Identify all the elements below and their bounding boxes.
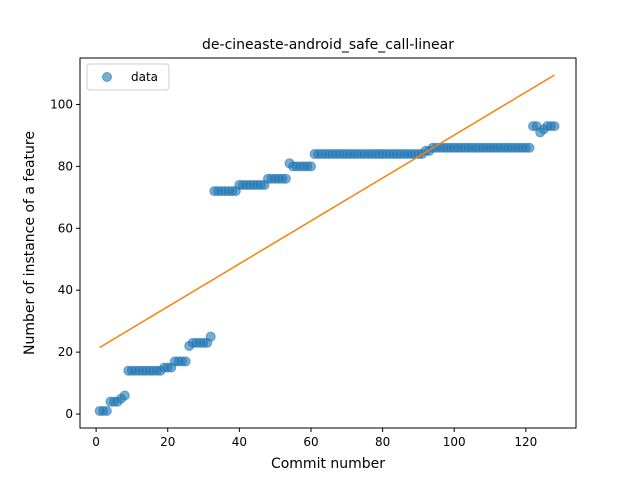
x-tick-label: 40 <box>232 435 247 449</box>
data-point <box>305 161 316 172</box>
y-tick-label: 40 <box>58 283 73 297</box>
plot-area <box>94 74 560 416</box>
legend-marker-data <box>102 72 112 82</box>
x-tick-label: 120 <box>514 435 537 449</box>
fit-line <box>99 74 555 349</box>
data-point <box>180 356 191 367</box>
chart-title: de-cineaste-android_safe_call-linear <box>202 37 454 53</box>
y-axis-label: Number of instance of a feature <box>22 131 38 355</box>
legend-box <box>86 63 170 91</box>
legend: data <box>86 63 170 91</box>
x-tick-label: 20 <box>160 435 175 449</box>
axes: 0 20 40 60 80 100 120 0 20 40 60 80 100 <box>50 57 577 449</box>
x-tick-label: 0 <box>92 435 100 449</box>
y-tick-label: 80 <box>58 159 73 173</box>
data-point <box>101 405 112 416</box>
data-point <box>119 390 130 401</box>
y-tick-label: 0 <box>65 407 73 421</box>
y-tick-label: 20 <box>58 345 73 359</box>
x-tick-label: 100 <box>443 435 466 449</box>
legend-label-data: data <box>131 70 158 84</box>
axes-frame <box>79 57 577 429</box>
x-axis-label: Commit number <box>271 456 385 472</box>
y-tick-label: 100 <box>50 97 73 111</box>
data-point <box>524 142 535 153</box>
x-tick-label: 60 <box>303 435 318 449</box>
data-point <box>205 331 216 342</box>
x-tick-label: 80 <box>375 435 390 449</box>
y-tick-label: 60 <box>58 221 73 235</box>
data-point <box>549 121 560 132</box>
data-point <box>280 173 291 184</box>
